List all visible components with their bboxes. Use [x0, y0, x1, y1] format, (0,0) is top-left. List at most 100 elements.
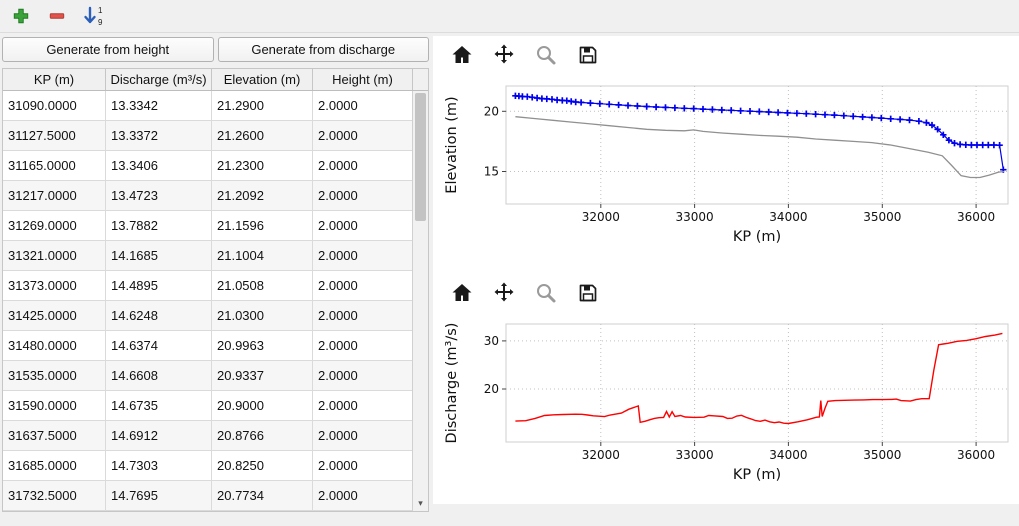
- table-row[interactable]: 31165.0000 13.3406 21.2300 2.0000: [3, 151, 428, 181]
- left-panel: Generate from height Generate from disch…: [0, 33, 430, 512]
- table-row[interactable]: 31321.0000 14.1685 21.1004 2.0000: [3, 241, 428, 271]
- table-cell[interactable]: 14.6374: [106, 331, 212, 361]
- table-cell[interactable]: 31535.0000: [3, 361, 106, 391]
- column-header-kp[interactable]: KP (m): [3, 69, 106, 90]
- column-header-height[interactable]: Height (m): [313, 69, 413, 90]
- remove-row-button[interactable]: [44, 3, 70, 29]
- zoom-button[interactable]: [531, 40, 561, 70]
- generate-from-discharge-button[interactable]: Generate from discharge: [217, 37, 429, 62]
- table-cell[interactable]: 2.0000: [313, 361, 413, 391]
- table-cell[interactable]: 21.1596: [212, 211, 313, 241]
- table-row[interactable]: 31269.0000 13.7882 21.1596 2.0000: [3, 211, 428, 241]
- scrollbar-thumb[interactable]: [415, 93, 426, 221]
- table-cell[interactable]: 21.0508: [212, 271, 313, 301]
- table-cell[interactable]: 2.0000: [313, 391, 413, 421]
- elevation-chart[interactable]: 32000 33000 34000 35000 36000 15 20 KP (m) Eleva…: [433, 74, 1019, 266]
- table-cell[interactable]: 2.0000: [313, 211, 413, 241]
- table-cell[interactable]: 20.9963: [212, 331, 313, 361]
- table-cell[interactable]: 13.3372: [106, 121, 212, 151]
- table-cell[interactable]: 2.0000: [313, 151, 413, 181]
- table-cell[interactable]: 20.7734: [212, 481, 313, 511]
- table-cell[interactable]: 31590.0000: [3, 391, 106, 421]
- sort-rows-button[interactable]: 1 9: [80, 3, 106, 29]
- table-row[interactable]: 31590.0000 14.6735 20.9000 2.0000: [3, 391, 428, 421]
- home-button[interactable]: [447, 278, 477, 308]
- table-cell[interactable]: 31685.0000: [3, 451, 106, 481]
- svg-text:34000: 34000: [769, 448, 807, 462]
- table-cell[interactable]: 2.0000: [313, 121, 413, 151]
- table-cell[interactable]: 31217.0000: [3, 181, 106, 211]
- scroll-down-icon: ▾: [418, 497, 423, 508]
- table-cell[interactable]: 21.0300: [212, 301, 313, 331]
- table-cell[interactable]: 31090.0000: [3, 91, 106, 121]
- save-button[interactable]: [573, 40, 603, 70]
- table-row[interactable]: 31732.5000 14.7695 20.7734 2.0000: [3, 481, 428, 511]
- table-cell[interactable]: 21.2900: [212, 91, 313, 121]
- table-cell[interactable]: 2.0000: [313, 481, 413, 511]
- table-cell[interactable]: 14.6248: [106, 301, 212, 331]
- table-row[interactable]: 31637.5000 14.6912 20.8766 2.0000: [3, 421, 428, 451]
- table-row[interactable]: 31373.0000 14.4895 21.0508 2.0000: [3, 271, 428, 301]
- table-cell[interactable]: 2.0000: [313, 241, 413, 271]
- pan-button[interactable]: [489, 278, 519, 308]
- table-cell[interactable]: 13.4723: [106, 181, 212, 211]
- table-cell[interactable]: 2.0000: [313, 271, 413, 301]
- table-cell[interactable]: 13.3406: [106, 151, 212, 181]
- table-cell[interactable]: 21.2600: [212, 121, 313, 151]
- discharge-chart[interactable]: 32000 33000 34000 35000 36000 20 30 KP (m) Disch…: [433, 312, 1019, 504]
- table-row[interactable]: 31217.0000 13.4723 21.2092 2.0000: [3, 181, 428, 211]
- table-row[interactable]: 31090.0000 13.3342 21.2900 2.0000: [3, 91, 428, 121]
- table-scrollbar[interactable]: ▾: [412, 91, 428, 511]
- table-cell[interactable]: 2.0000: [313, 181, 413, 211]
- table-cell[interactable]: 14.7303: [106, 451, 212, 481]
- table-cell[interactable]: 21.2300: [212, 151, 313, 181]
- table-cell[interactable]: 13.7882: [106, 211, 212, 241]
- table-cell[interactable]: 31732.5000: [3, 481, 106, 511]
- table-cell[interactable]: 31165.0000: [3, 151, 106, 181]
- table-cell[interactable]: 14.7695: [106, 481, 212, 511]
- table-cell[interactable]: 31425.0000: [3, 301, 106, 331]
- table-cell[interactable]: 14.4895: [106, 271, 212, 301]
- zoom-button[interactable]: [531, 278, 561, 308]
- svg-text:33000: 33000: [676, 448, 714, 462]
- table-cell[interactable]: 31480.0000: [3, 331, 106, 361]
- table-row[interactable]: 31425.0000 14.6248 21.0300 2.0000: [3, 301, 428, 331]
- table-cell[interactable]: 31373.0000: [3, 271, 106, 301]
- table-cell[interactable]: 31321.0000: [3, 241, 106, 271]
- table-cell[interactable]: 20.9337: [212, 361, 313, 391]
- table-cell[interactable]: 20.8250: [212, 451, 313, 481]
- svg-text:32000: 32000: [582, 210, 620, 224]
- table-cell[interactable]: 2.0000: [313, 301, 413, 331]
- table-cell[interactable]: 31127.5000: [3, 121, 106, 151]
- table-cell[interactable]: 21.1004: [212, 241, 313, 271]
- save-floppy-icon: [579, 284, 597, 302]
- table-cell[interactable]: 2.0000: [313, 91, 413, 121]
- table-row[interactable]: 31535.0000 14.6608 20.9337 2.0000: [3, 361, 428, 391]
- add-row-button[interactable]: [8, 3, 34, 29]
- table-cell[interactable]: 21.2092: [212, 181, 313, 211]
- table-row[interactable]: 31480.0000 14.6374 20.9963 2.0000: [3, 331, 428, 361]
- table-cell[interactable]: 13.3342: [106, 91, 212, 121]
- generate-from-height-button[interactable]: Generate from height: [2, 37, 214, 62]
- table-cell[interactable]: 2.0000: [313, 421, 413, 451]
- table-cell[interactable]: 14.1685: [106, 241, 212, 271]
- table-cell[interactable]: 20.8766: [212, 421, 313, 451]
- table-row[interactable]: 31685.0000 14.7303 20.8250 2.0000: [3, 451, 428, 481]
- column-header-elevation[interactable]: Elevation (m): [212, 69, 313, 90]
- home-button[interactable]: [447, 40, 477, 70]
- table-cell[interactable]: 31637.5000: [3, 421, 106, 451]
- svg-text:36000: 36000: [957, 448, 995, 462]
- table-cell[interactable]: 14.6912: [106, 421, 212, 451]
- table-cell[interactable]: 14.6735: [106, 391, 212, 421]
- pan-button[interactable]: [489, 40, 519, 70]
- scroll-down-button[interactable]: ▾: [413, 495, 428, 511]
- column-header-discharge[interactable]: Discharge (m³/s): [106, 69, 212, 90]
- svg-text:KP (m): KP (m): [733, 467, 781, 483]
- table-row[interactable]: 31127.5000 13.3372 21.2600 2.0000: [3, 121, 428, 151]
- table-cell[interactable]: 20.9000: [212, 391, 313, 421]
- table-cell[interactable]: 14.6608: [106, 361, 212, 391]
- table-cell[interactable]: 2.0000: [313, 331, 413, 361]
- table-cell[interactable]: 31269.0000: [3, 211, 106, 241]
- save-button[interactable]: [573, 278, 603, 308]
- table-cell[interactable]: 2.0000: [313, 451, 413, 481]
